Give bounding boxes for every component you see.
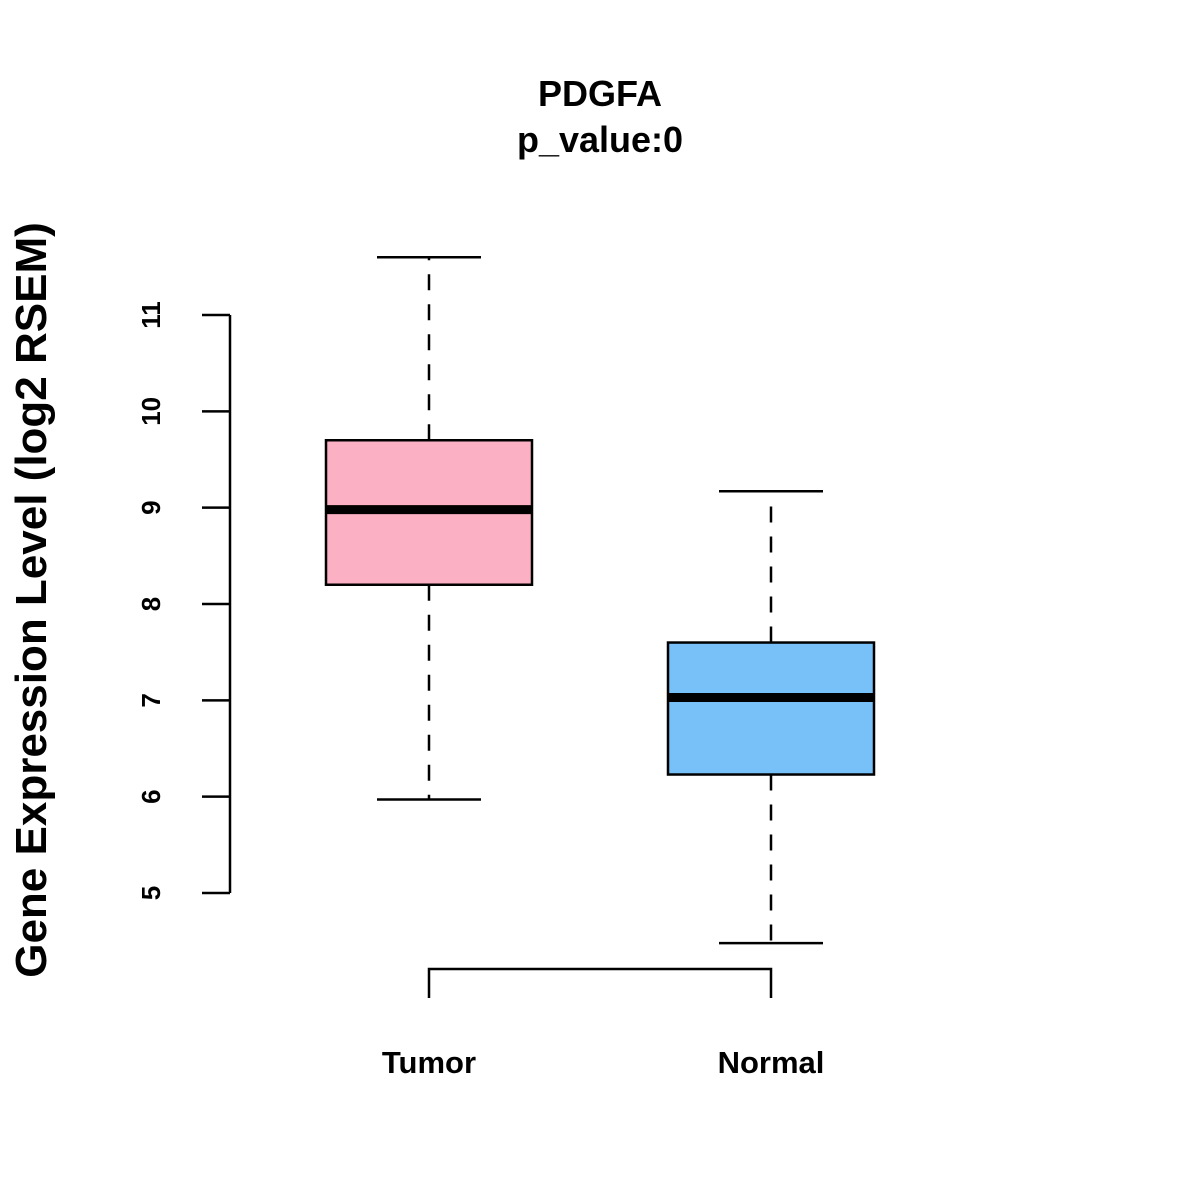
y-tick-label: 11	[136, 301, 166, 329]
y-tick-label: 5	[136, 886, 166, 900]
x-axis: Tumor Normal	[382, 1045, 824, 1080]
box-group	[324, 255, 876, 945]
iqr-box	[666, 641, 876, 776]
box-tumor	[324, 255, 534, 801]
y-tick-label: 10	[136, 397, 166, 426]
comparison-bracket	[427, 967, 773, 998]
y-tick-label: 6	[136, 789, 166, 803]
y-tick-label: 7	[136, 693, 166, 707]
y-tick-label: 8	[136, 597, 166, 611]
bracket-line	[427, 967, 773, 998]
y-tick-label: 9	[136, 500, 166, 514]
chart-subtitle: p_value:0	[517, 119, 683, 160]
box-normal	[666, 490, 876, 945]
chart-title: PDGFA	[538, 73, 662, 114]
y-axis-label: Gene Expression Level (log2 RSEM)	[7, 222, 56, 978]
x-tick-label-tumor: Tumor	[382, 1045, 476, 1080]
x-tick-label-normal: Normal	[718, 1045, 825, 1080]
y-axis: 5 6 7 8 9 10 11	[136, 301, 232, 900]
